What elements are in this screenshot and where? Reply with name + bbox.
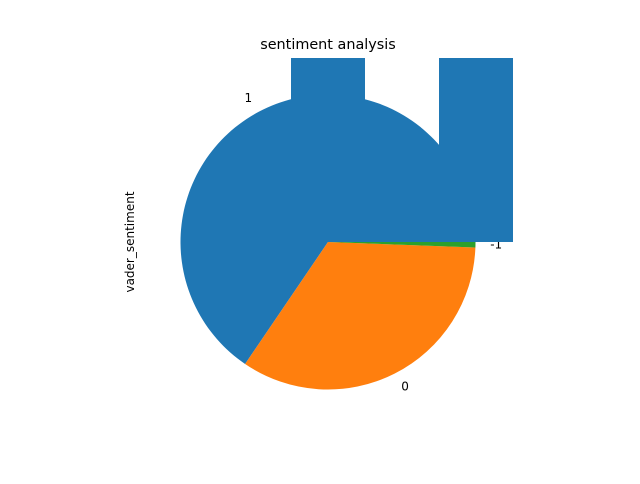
pie-slice--1 [328,242,476,248]
pie-label--1: -1 [490,238,502,252]
pie-labels: 1 0 -1 [244,91,502,393]
pie-label-1: 1 [244,91,252,105]
overlay-block-2 [439,58,513,242]
pie-slice-0 [245,242,476,390]
pie-slice-1 [180,94,476,364]
pie-slices [180,94,476,390]
y-axis-label: vader_sentiment [123,191,137,292]
overlay-block-1 [291,58,365,113]
chart-title: sentiment analysis [260,37,396,53]
pie-label-0: 0 [401,379,409,393]
